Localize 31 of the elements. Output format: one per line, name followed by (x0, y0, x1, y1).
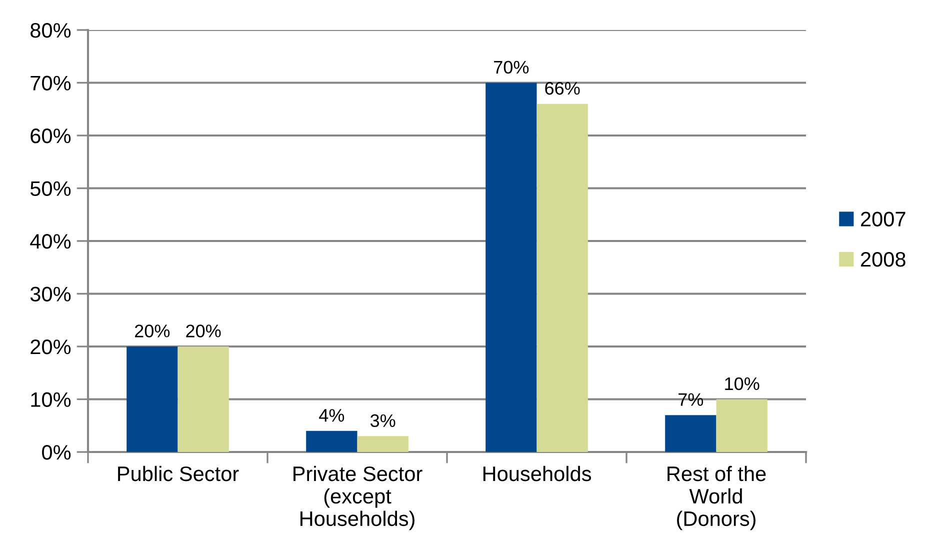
data-label: 20% (135, 324, 170, 338)
y-tick-label: 60% (30, 128, 71, 144)
bar (178, 346, 229, 452)
y-tick-label: 30% (30, 286, 71, 302)
legend-label: 2008 (860, 252, 906, 267)
data-label: 7% (678, 393, 704, 406)
bar (486, 82, 537, 452)
x-tick-label: Private Sector (except Households) (294, 466, 422, 530)
bar (357, 436, 408, 452)
bar (665, 415, 716, 452)
x-tick-label: Public Sector (118, 466, 239, 482)
y-tick-label: 50% (30, 181, 71, 196)
bar (126, 346, 178, 452)
y-tick-label: 20% (30, 340, 71, 354)
y-tick-label: 10% (31, 392, 71, 408)
bar (306, 430, 358, 452)
data-label: 4% (319, 409, 344, 422)
data-label: 10% (725, 377, 760, 390)
y-tick-label: 80% (30, 23, 71, 38)
legend-label: 2007 (860, 212, 906, 226)
x-tick-label: Rest of the World (Donors) (668, 466, 766, 530)
bar (536, 104, 588, 452)
x-tick-label: Households (483, 466, 592, 482)
data-label: 66% (545, 82, 580, 95)
y-tick-label: 0% (42, 445, 71, 460)
y-tick-label: 70% (30, 76, 71, 91)
data-label: 70% (494, 60, 529, 74)
y-tick-label: 40% (30, 234, 71, 249)
bar (716, 399, 768, 452)
data-label: 3% (370, 414, 396, 428)
data-label: 20% (186, 324, 221, 338)
